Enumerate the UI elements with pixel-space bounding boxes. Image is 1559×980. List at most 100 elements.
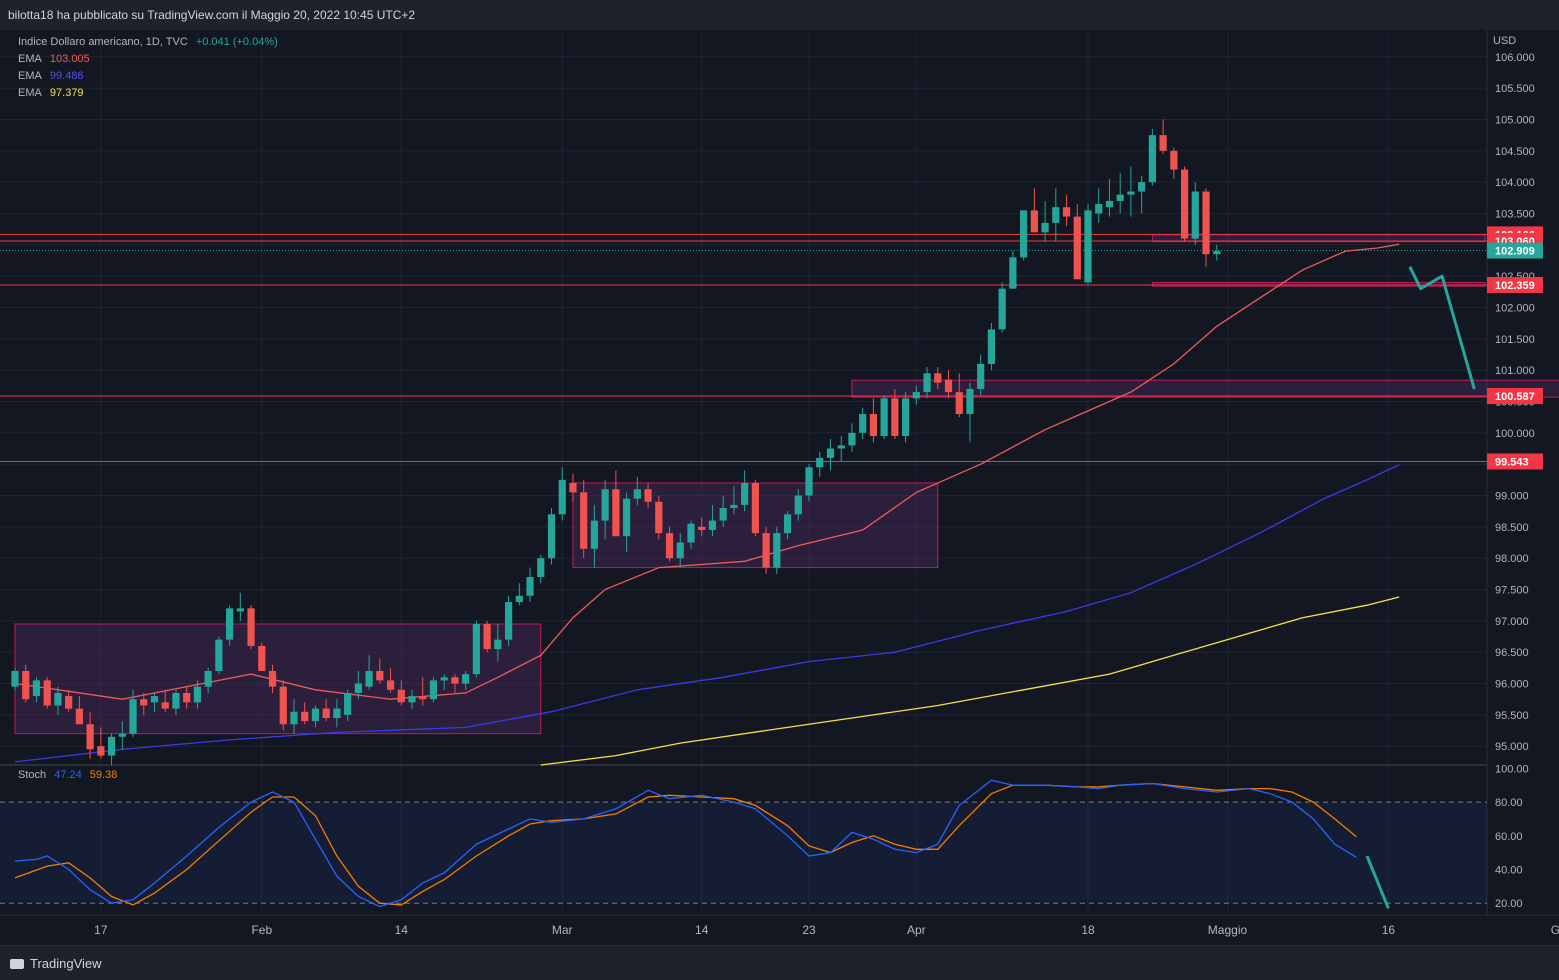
candle-body bbox=[140, 699, 148, 706]
level-price-tag bbox=[1487, 276, 1543, 293]
price-tick-label: 97.000 bbox=[1495, 616, 1529, 628]
candle-body bbox=[1138, 182, 1146, 192]
time-tick-label: 14 bbox=[695, 923, 709, 937]
stoch-tick-label: 40.00 bbox=[1495, 864, 1523, 876]
candle-body bbox=[129, 699, 137, 734]
candle-body bbox=[580, 492, 588, 549]
price-tick-label: 97.500 bbox=[1495, 585, 1529, 597]
candle-body bbox=[107, 736, 116, 756]
candle-body bbox=[923, 373, 931, 393]
price-tick-label: 103.500 bbox=[1495, 208, 1535, 220]
price-tick-label: 96.000 bbox=[1495, 679, 1529, 691]
candle-body bbox=[869, 414, 877, 436]
time-tick-label: 14 bbox=[395, 923, 409, 937]
candle-body bbox=[687, 523, 695, 543]
candle-body bbox=[1170, 150, 1178, 170]
consolidation-zones bbox=[14, 234, 1559, 735]
candle-body bbox=[32, 680, 41, 697]
candle-body bbox=[419, 696, 427, 700]
candle-body bbox=[268, 670, 277, 687]
candle-body bbox=[43, 680, 51, 706]
footer-bar: TradingView bbox=[0, 945, 1559, 980]
candle-body bbox=[365, 670, 373, 687]
candle-body bbox=[1062, 207, 1071, 217]
candle-body bbox=[397, 689, 405, 703]
candle-body bbox=[172, 692, 180, 709]
candle-body bbox=[75, 708, 83, 725]
candle-body bbox=[934, 373, 942, 383]
brand-name: TradingView bbox=[30, 956, 102, 971]
candle-body bbox=[944, 379, 953, 393]
candle-body bbox=[601, 489, 609, 521]
candle-body bbox=[354, 683, 362, 693]
candle-body bbox=[1030, 210, 1038, 233]
price-tick-label: 104.500 bbox=[1495, 146, 1535, 158]
candle-body bbox=[826, 448, 835, 458]
candle-body bbox=[97, 746, 105, 756]
candle-body bbox=[515, 595, 523, 603]
price-tick-label: 105.500 bbox=[1495, 83, 1535, 95]
candle-body bbox=[161, 702, 169, 709]
ema1-label: EMA bbox=[18, 53, 42, 65]
candle-body bbox=[1213, 251, 1221, 255]
candle-body bbox=[1009, 257, 1017, 289]
candle-body bbox=[183, 692, 191, 703]
candle-body bbox=[1095, 204, 1103, 214]
candle-body bbox=[301, 711, 309, 722]
candle-body bbox=[193, 686, 202, 703]
price-tick-label: 99.000 bbox=[1495, 491, 1529, 503]
candle-body bbox=[333, 708, 341, 718]
candle-body bbox=[665, 533, 674, 559]
candle-body bbox=[537, 558, 545, 577]
candle-body bbox=[741, 482, 749, 505]
stoch-tick-label: 60.00 bbox=[1495, 831, 1523, 843]
publish-header: bilotta18 ha pubblicato su TradingView.c… bbox=[0, 0, 1559, 30]
price-tick-label: 96.500 bbox=[1495, 647, 1529, 659]
candle-body bbox=[322, 708, 330, 718]
price-tick-label: 102.000 bbox=[1495, 302, 1535, 314]
candle-body bbox=[440, 677, 448, 681]
time-tick-label: Apr bbox=[907, 923, 926, 937]
candle-body bbox=[558, 479, 566, 515]
candle-body bbox=[483, 623, 491, 650]
stochastic-panel bbox=[0, 779, 1487, 909]
level-price-tag-label: 102.359 bbox=[1495, 280, 1535, 292]
candle-body bbox=[912, 392, 920, 399]
tradingview-logo[interactable]: TradingView bbox=[10, 956, 102, 971]
stoch-tick-label: 100.00 bbox=[1495, 763, 1529, 775]
grid bbox=[0, 30, 1559, 916]
candle-body bbox=[54, 692, 62, 706]
candle-body bbox=[526, 576, 534, 596]
candle-body bbox=[1127, 191, 1135, 195]
stoch-tick-label: 20.00 bbox=[1495, 898, 1523, 910]
ema-lines bbox=[14, 243, 1400, 766]
candle-body bbox=[612, 489, 620, 537]
candle-body bbox=[279, 686, 287, 725]
price-tick-label: 100.000 bbox=[1495, 428, 1535, 440]
symbol-legend: Indice Dollaro americano, 1D, TVC +0.041… bbox=[18, 36, 283, 48]
level-price-tag-label: 102.909 bbox=[1495, 246, 1535, 258]
candle-body bbox=[408, 696, 416, 703]
candle-body bbox=[311, 708, 320, 722]
candle-body bbox=[783, 514, 792, 534]
zone-2 bbox=[851, 379, 1559, 398]
stoch-band bbox=[0, 802, 1487, 904]
time-tick-label: Maggio bbox=[1208, 923, 1248, 937]
price-chart[interactable]: USD 95.000 95.500 96.000 96.500 97.000 97.500 9… bbox=[0, 30, 1559, 945]
candle-body bbox=[977, 363, 985, 389]
candle-body bbox=[698, 526, 706, 530]
candle-body bbox=[966, 388, 974, 415]
ema2-label: EMA bbox=[18, 70, 42, 82]
candle-body bbox=[1084, 210, 1092, 283]
candle-body bbox=[494, 639, 502, 650]
candle-body bbox=[215, 639, 223, 671]
candle-body bbox=[708, 520, 717, 530]
candle-body bbox=[1116, 194, 1124, 201]
candle-body bbox=[987, 329, 996, 364]
candle-body bbox=[1159, 135, 1167, 151]
candle-body bbox=[816, 457, 824, 468]
zone-3 bbox=[1151, 281, 1486, 287]
candle-body bbox=[1191, 191, 1199, 239]
candles bbox=[11, 119, 1221, 765]
candle-body bbox=[623, 498, 631, 537]
